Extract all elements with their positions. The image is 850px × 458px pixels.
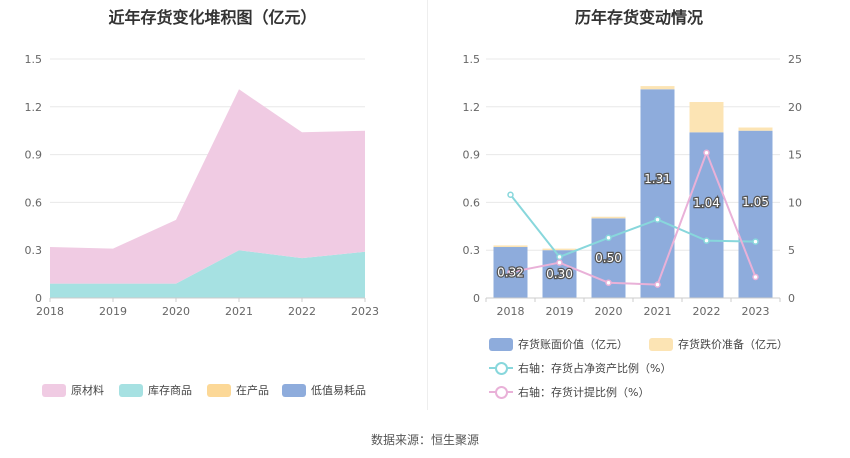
right-chart-title: 历年存货变动情况 [574, 8, 703, 27]
x-tick-label: 2023 [351, 305, 379, 318]
bar-impairment [689, 102, 724, 133]
y2-tick-label: 10 [788, 196, 802, 209]
legend-item-finished-goods[interactable]: 库存商品 [119, 382, 192, 398]
legend-label-ratio-net-assets: 右轴：存货占净资产比例（%） [518, 362, 672, 375]
legend-item-wip[interactable]: 在产品 [207, 382, 269, 398]
x-tick-label: 2019 [99, 305, 127, 318]
data-source: 数据来源：恒生聚源 [370, 433, 479, 447]
left-chart-title: 近年存货变化堆积图（亿元） [108, 8, 317, 27]
y-tick-label: 0.3 [463, 244, 481, 257]
bar-impairment [493, 245, 528, 248]
x-tick-label: 2021 [644, 305, 672, 318]
right-chart-panel: 历年存货变动情况 0 0 0.3 5 0.6 10 0.9 15 1.2 20 1.5 25 2018 2… [428, 0, 850, 412]
x-tick-label: 2021 [225, 305, 253, 318]
y-tick-label: 0.9 [25, 149, 43, 162]
line-ratio-net-assets-point [556, 253, 563, 261]
y2-tick-label: 25 [788, 53, 802, 66]
area-series-0 [50, 250, 365, 298]
line-provision-ratio-point [556, 259, 563, 266]
y2-tick-label: 15 [788, 149, 802, 162]
y-tick-label: 1.5 [463, 53, 481, 66]
legend-swatch-ratio-net-assets [489, 361, 513, 375]
area-series-1 [50, 89, 365, 284]
line-ratio-net-assets-point [507, 191, 514, 199]
line-provision-ratio-point [605, 279, 612, 286]
bar-data-label: 0.30 [546, 267, 573, 281]
x-tick-label: 2022 [288, 305, 316, 318]
right-legend: 存货账面价值（亿元） 存货跌价准备（亿元） 右轴：存货占净资产比例（%） 右轴：… [428, 334, 850, 404]
y-tick-label: 0.6 [463, 196, 481, 209]
y-tick-label: 1.2 [463, 101, 481, 114]
x-tick-label: 2022 [693, 305, 721, 318]
line-provision-ratio-point [654, 281, 661, 288]
legend-item-ratio-net-assets[interactable]: 右轴：存货占净资产比例（%） [489, 360, 671, 376]
y-tick-label: 0.3 [25, 244, 43, 257]
line-ratio-net-assets-point [605, 234, 612, 242]
x-tick-label: 2020 [162, 305, 190, 318]
bar-data-label: 1.05 [742, 195, 769, 209]
legend-item-provision-ratio[interactable]: 右轴：存货计提比例（%） [489, 384, 649, 400]
bar-book-value [738, 130, 773, 298]
bar-impairment [738, 127, 773, 131]
legend-item-impairment[interactable]: 存货跌价准备（亿元） [649, 336, 788, 352]
y-tick-label: 0.6 [25, 196, 43, 209]
legend-label-raw-materials: 原材料 [71, 384, 104, 397]
x-tick-label: 2019 [546, 305, 574, 318]
bar-impairment [542, 248, 577, 251]
legend-swatch-provision-ratio [489, 385, 513, 399]
line-ratio-net-assets-point [654, 216, 661, 223]
legend-label-book-value: 存货账面价值（亿元） [518, 338, 628, 351]
y-tick-label: 0 [473, 292, 480, 305]
legend-label-wip: 在产品 [236, 384, 269, 397]
legend-label-impairment: 存货跌价准备（亿元） [678, 338, 788, 351]
x-tick-label: 2020 [595, 305, 623, 318]
right-chart-svg: 0 0 0.3 5 0.6 10 0.9 15 1.2 20 1.5 25 2018 2019 2020 20… [463, 53, 803, 318]
y2-tick-label: 20 [788, 101, 802, 114]
x-tick-label: 2018 [36, 305, 64, 318]
legend-item-book-value[interactable]: 存货账面价值（亿元） [489, 336, 628, 352]
line-ratio-net-assets-point [703, 237, 710, 244]
y2-tick-label: 0 [788, 292, 795, 305]
line-provision-ratio [510, 149, 757, 286]
legend-label-low-value: 低值易耗品 [311, 384, 366, 397]
legend-item-low-value[interactable]: 低值易耗品 [282, 382, 366, 398]
line-provision-ratio-point [507, 268, 514, 276]
bar-data-label: 1.31 [644, 172, 671, 186]
legend-item-raw-materials[interactable]: 原材料 [42, 382, 104, 398]
bar-data-label: 0.32 [497, 266, 524, 280]
line-provision-ratio-point [703, 149, 710, 156]
legend-label-provision-ratio: 右轴：存货计提比例（%） [518, 386, 650, 399]
bar-data-label: 0.50 [595, 251, 622, 265]
legend-label-finished-goods: 库存商品 [148, 384, 192, 397]
bar-book-value [640, 89, 675, 298]
legend-swatch-low-value [282, 383, 306, 397]
y-tick-label: 0.9 [463, 149, 481, 162]
bar-book-value [689, 132, 724, 298]
left-chart-svg: 0 0.3 0.6 0.9 1.2 1.5 2018 2019 2020 2021 2022 2023 [25, 53, 380, 318]
legend-swatch-raw-materials [42, 383, 66, 397]
left-legend: 原材料 库存商品 在产品 低值易耗品 [0, 382, 425, 402]
y-tick-label: 1.5 [25, 53, 43, 66]
line-provision-ratio-point [752, 273, 759, 281]
x-tick-label: 2023 [742, 305, 770, 318]
y-tick-label: 0 [35, 292, 42, 305]
bar-impairment [640, 86, 675, 90]
x-tick-label: 2018 [497, 305, 525, 318]
y-tick-label: 1.2 [25, 101, 43, 114]
legend-swatch-book-value [489, 337, 513, 351]
legend-swatch-finished-goods [119, 383, 143, 397]
bar-data-label: 1.04 [693, 196, 720, 210]
bar-impairment [591, 216, 626, 219]
legend-swatch-impairment [649, 337, 673, 351]
line-ratio-net-assets [509, 194, 756, 259]
legend-swatch-wip [207, 383, 231, 397]
y2-tick-label: 5 [788, 244, 795, 257]
panel-divider [427, 0, 428, 410]
left-chart-panel: 近年存货变化堆积图（亿元） 0 0.3 0.6 0.9 1.2 1.5 2018 2019 20… [0, 0, 425, 412]
line-ratio-net-assets-point [752, 238, 759, 245]
